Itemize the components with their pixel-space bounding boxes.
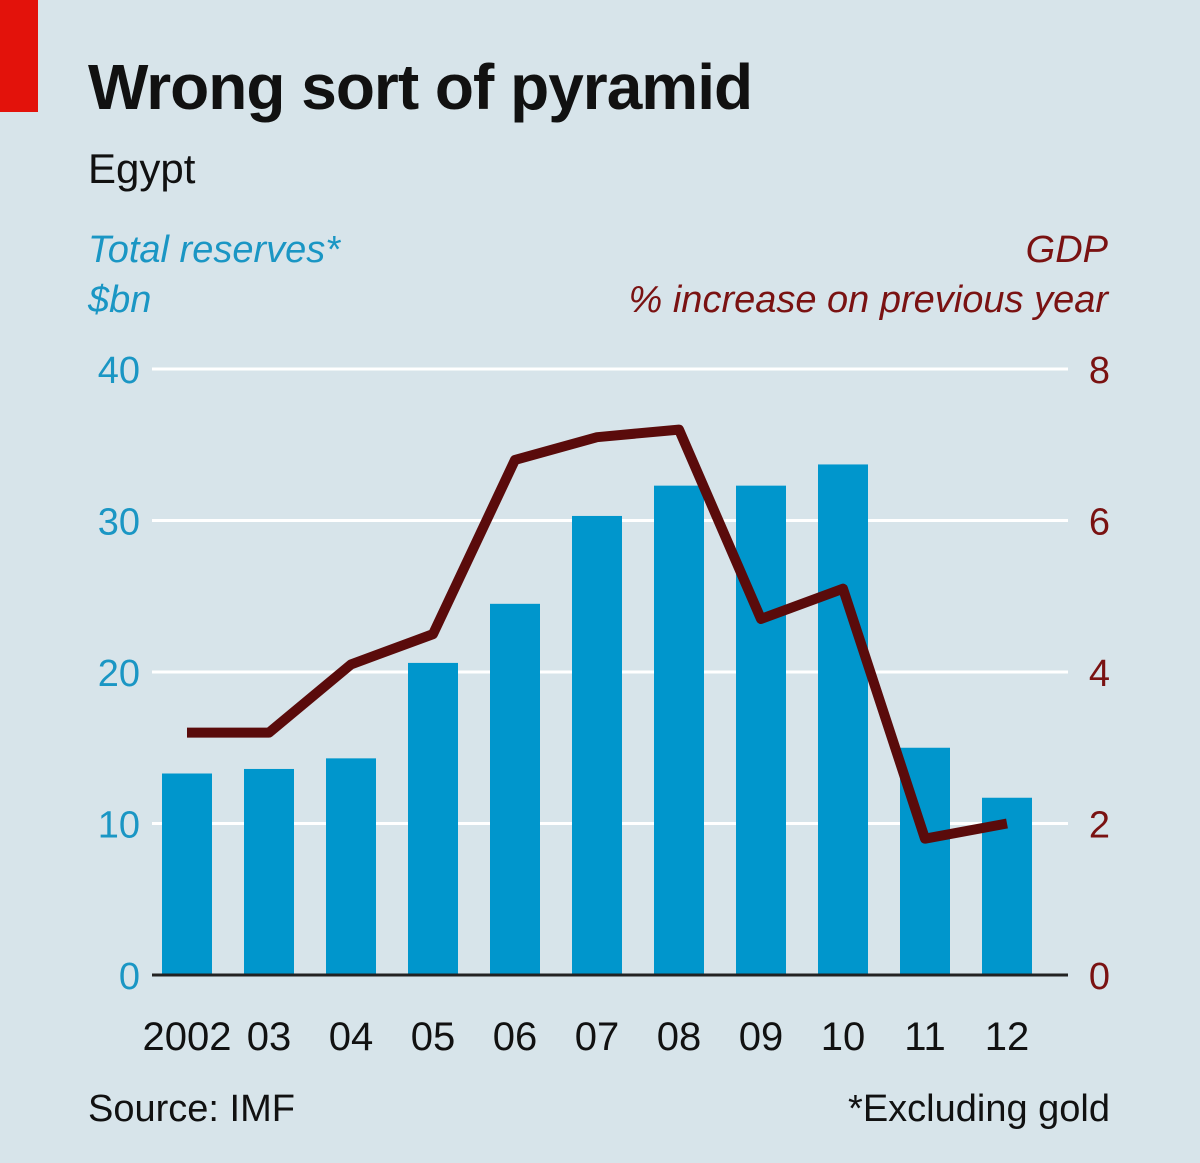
x-tick-label: 09 [739,1015,784,1059]
x-tick-label: 03 [247,1015,292,1059]
reserves-bar [162,773,212,975]
left-tick-label: 20 [98,653,140,695]
left-tick-label: 40 [98,350,140,392]
source-note: Source: IMF [88,1088,295,1130]
left-axis-title: Total reserves* [88,229,341,271]
reserves-bar [736,485,786,975]
x-tick-label: 10 [821,1015,866,1059]
right-tick-label: 6 [1089,502,1110,544]
left-axis-header: Total reserves* $bn [88,225,340,325]
right-axis-unit: % increase on previous year [628,279,1108,321]
x-tick-label: 04 [329,1015,374,1059]
left-axis-unit: $bn [88,279,152,321]
reserves-bar [408,662,458,975]
left-tick-label: 10 [98,805,140,847]
right-axis-title: GDP [1025,229,1108,271]
x-tick-label: 06 [493,1015,538,1059]
x-tick-label: 12 [985,1015,1030,1059]
chart-subtitle: Egypt [88,145,196,192]
reserves-bar [326,758,376,975]
chart-title: Wrong sort of pyramid [88,51,753,123]
left-tick-label: 0 [119,956,140,998]
reserves-bar [572,515,622,975]
gdp-line [187,424,1008,844]
left-tick-label: 30 [98,502,140,544]
x-tick-label: 05 [411,1015,456,1059]
reserves-bar [818,464,868,975]
right-tick-label: 4 [1089,653,1110,695]
footnote: *Excluding gold [848,1088,1110,1130]
x-tick-label: 11 [904,1015,946,1059]
x-tick-label: 07 [575,1015,620,1059]
right-axis-header: GDP % increase on previous year [629,225,1108,325]
x-tick-label: 08 [657,1015,702,1059]
x-tick-label: 2002 [143,1015,232,1059]
brand-tag [0,0,38,112]
right-tick-label: 8 [1089,350,1110,392]
reserves-bar [654,485,704,975]
reserves-bar [490,603,540,975]
right-tick-label: 2 [1089,805,1110,847]
reserves-bar [244,768,294,975]
right-tick-label: 0 [1089,956,1110,998]
